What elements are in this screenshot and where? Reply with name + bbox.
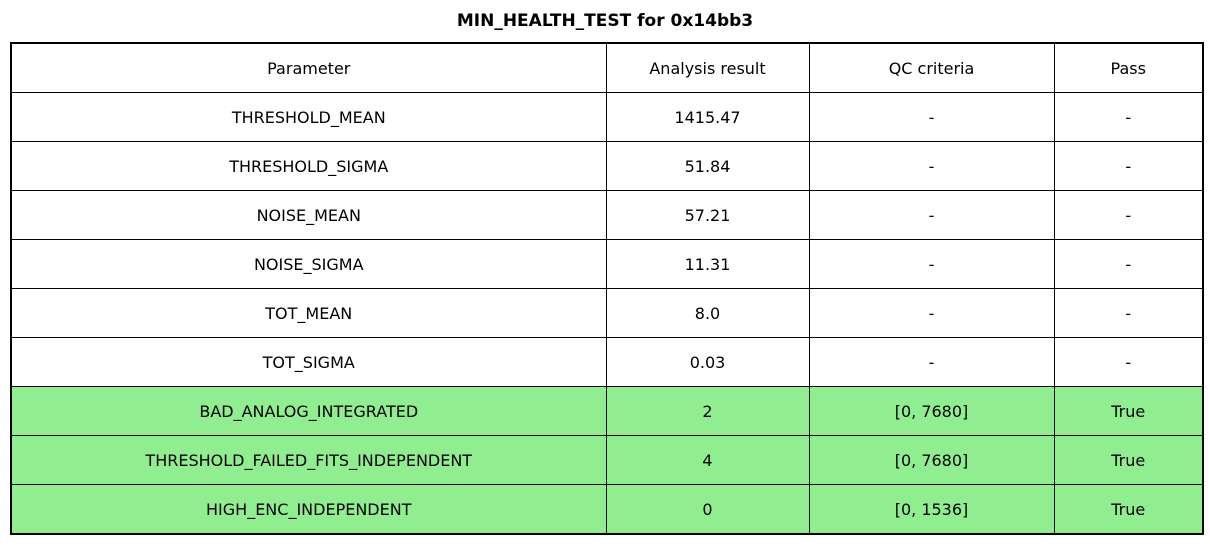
- table-row: THRESHOLD_FAILED_FITS_INDEPENDENT 4 [0, 76…: [10, 435, 1204, 485]
- cell-parameter: HIGH_ENC_INDEPENDENT: [10, 484, 607, 535]
- column-header-analysis-result: Analysis result: [605, 42, 810, 93]
- cell-parameter: BAD_ANALOG_INTEGRATED: [10, 386, 607, 436]
- cell-pass: -: [1053, 141, 1204, 191]
- cell-analysis-result: 51.84: [605, 141, 810, 191]
- table-row: NOISE_SIGMA 11.31- -: [10, 239, 1204, 289]
- cell-qc-criteria: -: [808, 239, 1055, 289]
- cell-parameter: THRESHOLD_FAILED_FITS_INDEPENDENT: [10, 435, 607, 485]
- cell-pass: -: [1053, 190, 1204, 240]
- cell-pass: True: [1053, 435, 1204, 485]
- cell-pass: True: [1053, 484, 1204, 535]
- health-test-table: Parameter Analysis result QC criteria Pa…: [10, 42, 1204, 535]
- cell-analysis-result: 0: [605, 484, 810, 535]
- cell-analysis-result: 4: [605, 435, 810, 485]
- column-header-parameter: Parameter: [10, 42, 607, 93]
- cell-qc-criteria: -: [808, 92, 1055, 142]
- cell-parameter: TOT_SIGMA: [10, 337, 607, 387]
- cell-analysis-result: 0.03: [605, 337, 810, 387]
- cell-analysis-result: 1415.47: [605, 92, 810, 142]
- cell-qc-criteria: -: [808, 190, 1055, 240]
- cell-parameter: NOISE_MEAN: [10, 190, 607, 240]
- table-body: THRESHOLD_MEAN 1415.47- - THRESHOLD_SIGMA 51…: [10, 92, 1204, 535]
- cell-pass: -: [1053, 288, 1204, 338]
- column-header-qc-criteria: QC criteria: [808, 42, 1055, 93]
- cell-parameter: THRESHOLD_SIGMA: [10, 141, 607, 191]
- cell-parameter: THRESHOLD_MEAN: [10, 92, 607, 142]
- cell-parameter: NOISE_SIGMA: [10, 239, 607, 289]
- cell-qc-criteria: [0, 7680]: [808, 435, 1055, 485]
- cell-analysis-result: 11.31: [605, 239, 810, 289]
- table-row: THRESHOLD_MEAN 1415.47- -: [10, 92, 1204, 142]
- cell-qc-criteria: [0, 7680]: [808, 386, 1055, 436]
- table-row: TOT_MEAN 8.0- -: [10, 288, 1204, 338]
- cell-analysis-result: 2: [605, 386, 810, 436]
- column-header-pass: Pass: [1053, 42, 1204, 93]
- table-header-row: Parameter Analysis result QC criteria Pa…: [10, 42, 1204, 93]
- cell-pass: -: [1053, 337, 1204, 387]
- table-row: HIGH_ENC_INDEPENDENT 0 [0, 1536] True: [10, 484, 1204, 535]
- page-title: MIN_HEALTH_TEST for 0x14bb3: [456, 11, 754, 31]
- cell-pass: True: [1053, 386, 1204, 436]
- cell-pass: -: [1053, 239, 1204, 289]
- cell-parameter: TOT_MEAN: [10, 288, 607, 338]
- cell-qc-criteria: [0, 1536]: [808, 484, 1055, 535]
- cell-analysis-result: 57.21: [605, 190, 810, 240]
- table-row: BAD_ANALOG_INTEGRATED 2 [0, 7680] True: [10, 386, 1204, 436]
- cell-qc-criteria: -: [808, 141, 1055, 191]
- cell-pass: -: [1053, 92, 1204, 142]
- cell-analysis-result: 8.0: [605, 288, 810, 338]
- table-row: THRESHOLD_SIGMA 51.84- -: [10, 141, 1204, 191]
- cell-qc-criteria: -: [808, 288, 1055, 338]
- table-row: TOT_SIGMA 0.03- -: [10, 337, 1204, 387]
- table-row: NOISE_MEAN 57.21- -: [10, 190, 1204, 240]
- cell-qc-criteria: -: [808, 337, 1055, 387]
